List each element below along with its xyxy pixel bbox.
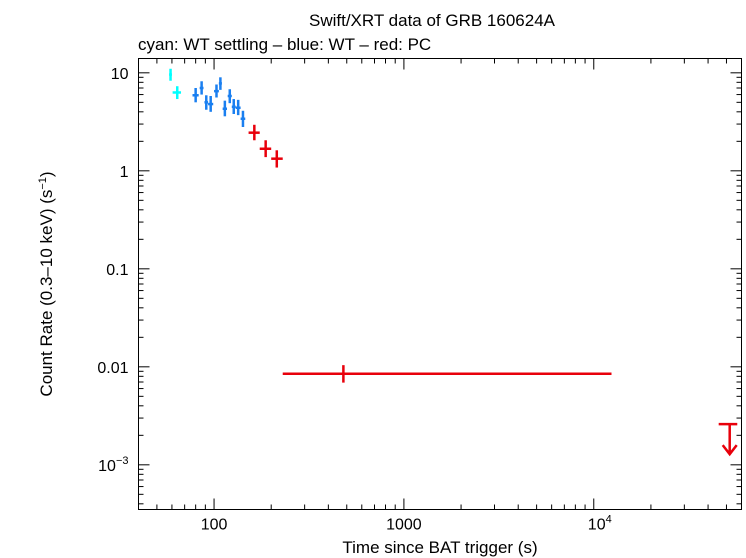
- data-point: [214, 84, 219, 98]
- data-point: [259, 140, 272, 158]
- data-point: [248, 124, 260, 141]
- data-point: [235, 99, 241, 116]
- y-tick-label: 0.1: [106, 262, 128, 279]
- x-axis-label: Time since BAT trigger (s): [342, 538, 537, 557]
- upper-limit-arrow: [718, 422, 738, 457]
- chart-subtitle: cyan: WT settling – blue: WT – red: PC: [138, 35, 431, 54]
- y-axis-label-exponent: −1: [37, 177, 49, 190]
- y-tick-label: 0.01: [97, 360, 128, 377]
- data-point: [227, 89, 232, 104]
- data-point: [222, 100, 227, 117]
- plot-frame: [138, 58, 742, 510]
- data-point: [208, 96, 214, 112]
- data-point: [271, 150, 283, 168]
- x-tick-label: 104: [588, 514, 612, 534]
- data-point: [231, 99, 236, 115]
- y-tick-label: 10: [111, 66, 129, 83]
- y-tick-label-base: 10: [98, 458, 116, 475]
- y-tick-label: 10−3: [98, 455, 128, 475]
- y-axis-label-main: Count Rate (0.3–10 keV) (s: [37, 190, 56, 397]
- x-tick-label-base: 10: [588, 517, 606, 534]
- data-point: [218, 77, 222, 90]
- x-tick-label: 1000: [386, 517, 422, 534]
- data-point: [192, 88, 199, 103]
- data-point: [204, 95, 209, 110]
- data-marks: [169, 68, 738, 457]
- data-point: [169, 68, 172, 81]
- data-point: [199, 81, 204, 95]
- data-point: [282, 365, 612, 383]
- axis-ticks: [138, 58, 742, 510]
- y-tick-label: 1: [120, 164, 129, 181]
- chart-title: Swift/XRT data of GRB 160624A: [309, 11, 556, 30]
- y-tick-label-exponent: −3: [116, 455, 129, 467]
- data-point: [172, 86, 182, 100]
- y-axis-label: Count Rate (0.3–10 keV) (s−1): [37, 171, 56, 396]
- x-tick-label: 100: [201, 517, 228, 534]
- y-axis-label-end: ): [37, 171, 56, 177]
- upper-limit-head: [721, 444, 738, 457]
- x-tick-label-exponent: 4: [606, 514, 612, 526]
- data-point: [240, 110, 246, 127]
